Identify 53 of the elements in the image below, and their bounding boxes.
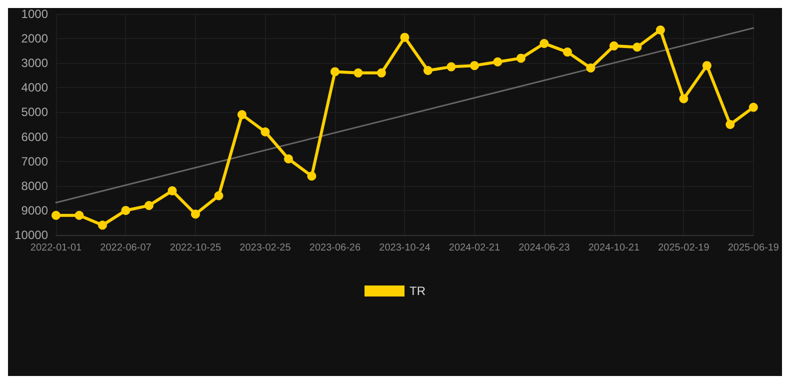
x-tick-label: 2022-06-07 xyxy=(100,242,152,254)
point xyxy=(423,66,432,75)
point xyxy=(260,127,270,136)
y-tick-label: 1000 xyxy=(21,7,48,21)
x-tick-label: 2023-10-24 xyxy=(379,242,431,254)
point xyxy=(726,120,735,129)
point xyxy=(307,172,316,181)
x-tick-label: 2023-02-25 xyxy=(240,242,292,254)
x-tick-label: 2025-06-19 xyxy=(728,242,780,254)
y-tick-label: 7000 xyxy=(21,154,48,168)
x-tick-label: 2023-06-26 xyxy=(309,242,361,254)
point xyxy=(400,32,410,42)
x-tick-label: 2022-01-01 xyxy=(30,242,82,254)
point xyxy=(168,186,177,196)
point xyxy=(632,42,642,52)
y-tick-label: 8000 xyxy=(21,178,48,193)
y-tick-label: 10000 xyxy=(14,228,48,242)
point xyxy=(609,41,618,50)
point xyxy=(354,68,363,78)
y-tick-label: 4000 xyxy=(21,80,48,95)
point xyxy=(540,38,549,48)
point xyxy=(98,220,107,230)
point xyxy=(748,102,758,112)
legend-label: TR xyxy=(410,284,426,298)
point xyxy=(74,210,84,220)
point xyxy=(237,110,246,120)
point xyxy=(144,201,154,210)
point xyxy=(702,61,712,70)
point xyxy=(121,206,130,215)
point xyxy=(330,67,340,76)
y-tick-label: 5000 xyxy=(21,105,48,120)
point xyxy=(446,62,456,72)
point xyxy=(376,68,386,78)
y-tick-label: 9000 xyxy=(21,203,48,218)
point xyxy=(190,210,200,219)
y-tick-label: 6000 xyxy=(21,130,48,144)
x-tick-label: 2024-06-23 xyxy=(518,242,570,254)
y-tick-label: 2000 xyxy=(21,32,48,46)
x-tick-label: 2024-02-21 xyxy=(448,242,500,254)
x-tick-label: 2022-10-25 xyxy=(170,242,222,254)
point xyxy=(679,94,688,104)
x-tick-label: 2024-10-21 xyxy=(588,242,640,254)
point xyxy=(516,54,526,63)
point xyxy=(284,154,293,164)
point xyxy=(52,210,60,220)
point xyxy=(656,25,665,34)
point xyxy=(214,191,224,200)
y-tick-label: 3000 xyxy=(21,56,48,70)
point xyxy=(493,57,502,66)
point xyxy=(562,48,572,57)
x-tick-label: 2025-02-19 xyxy=(658,242,710,254)
point xyxy=(470,61,479,70)
point xyxy=(586,64,596,73)
